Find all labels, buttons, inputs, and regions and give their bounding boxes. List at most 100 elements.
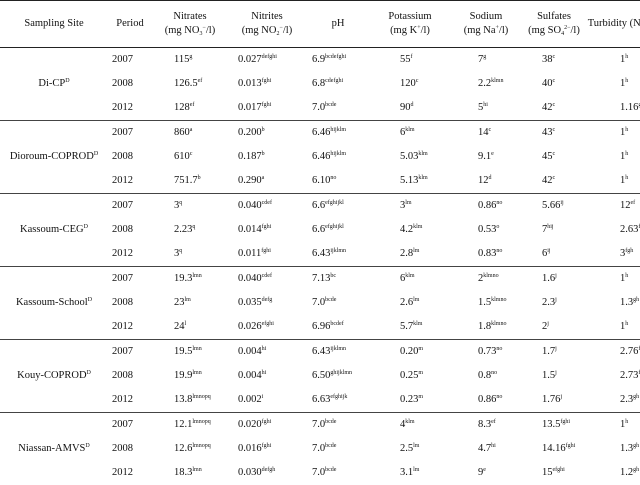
nitrites-cell: 0.002i <box>228 388 306 413</box>
sulfates-cell: 7hij <box>522 218 586 242</box>
turbidity-cell: 1h <box>586 145 640 169</box>
potassium-cell: 0.20m <box>370 340 450 365</box>
sodium-cell: 1.8klmno <box>450 315 522 340</box>
nitrites-cell: 0.013fghi <box>228 72 306 96</box>
nitrites-cell: 0.004hi <box>228 364 306 388</box>
sampling-site-cell: Dioroum-COPRODD <box>0 121 108 194</box>
turbidity-cell: 1.16gh <box>586 96 640 121</box>
sodium-cell: 4.7hi <box>450 437 522 461</box>
turbidity-cell: 1h <box>586 72 640 96</box>
turbidity-cell: 2.3gh <box>586 388 640 413</box>
nitrates-cell: 18.3lmn <box>152 461 228 485</box>
sodium-cell: 14c <box>450 121 522 146</box>
ph-cell: 6.10no <box>306 169 370 194</box>
period-cell: 2008 <box>108 437 152 461</box>
turbidity-cell: 1.3gh <box>586 291 640 315</box>
sodium-cell: 0.86no <box>450 194 522 219</box>
nitrates-cell: 12.1lmnopq <box>152 413 228 438</box>
nitrites-cell: 0.040cdef <box>228 267 306 292</box>
ph-cell: 7.0bcde <box>306 413 370 438</box>
nitrites-cell: 0.040cdef <box>228 194 306 219</box>
turbidity-cell: 1.2gh <box>586 461 640 485</box>
sodium-cell: 0.8no <box>450 364 522 388</box>
ph-cell: 7.0bcde <box>306 461 370 485</box>
turbidity-cell: 1h <box>586 267 640 292</box>
ph-cell: 6.46hijklm <box>306 121 370 146</box>
turbidity-cell: 1h <box>586 315 640 340</box>
potassium-cell: 2.5lm <box>370 437 450 461</box>
sampling-site-cell: Di-CPD <box>0 48 108 121</box>
sodium-cell: 9e <box>450 461 522 485</box>
potassium-cell: 3lm <box>370 194 450 219</box>
sodium-cell: 0.53o <box>450 218 522 242</box>
potassium-cell: 6klm <box>370 267 450 292</box>
period-cell: 2012 <box>108 169 152 194</box>
potassium-cell: 2.8lm <box>370 242 450 267</box>
nitrates-cell: 751.7b <box>152 169 228 194</box>
sodium-cell: 1.5klmno <box>450 291 522 315</box>
turbidity-cell: 2.73fgh <box>586 364 640 388</box>
sulfates-cell: 2.3j <box>522 291 586 315</box>
ph-cell: 6.43ijklmn <box>306 340 370 365</box>
nitrates-cell: 12.6lmnopq <box>152 437 228 461</box>
period-cell: 2012 <box>108 96 152 121</box>
turbidity-cell: 12ef <box>586 194 640 219</box>
sulfates-cell: 43c <box>522 121 586 146</box>
sulfates-cell: 1.7j <box>522 340 586 365</box>
nitrites-cell: 0.014fghi <box>228 218 306 242</box>
period-cell: 2007 <box>108 413 152 438</box>
header-sodium: Sodium (mg Na+/l) <box>450 1 522 48</box>
potassium-cell: 120c <box>370 72 450 96</box>
nitrates-cell: 3q <box>152 242 228 267</box>
sulfates-cell: 38c <box>522 48 586 73</box>
sulfates-cell: 2j <box>522 315 586 340</box>
ph-cell: 6.50ghijklmn <box>306 364 370 388</box>
sampling-site-cell: Kassoum-SchoolD <box>0 267 108 340</box>
ph-cell: 7.0bcde <box>306 291 370 315</box>
potassium-cell: 5.03klm <box>370 145 450 169</box>
sulfates-cell: 15efghi <box>522 461 586 485</box>
sulfates-cell: 1.6j <box>522 267 586 292</box>
nitrates-cell: 19.9lmn <box>152 364 228 388</box>
nitrates-cell: 24l <box>152 315 228 340</box>
nitrates-cell: 610c <box>152 145 228 169</box>
potassium-cell: 4klm <box>370 413 450 438</box>
period-cell: 2012 <box>108 388 152 413</box>
period-cell: 2008 <box>108 291 152 315</box>
potassium-cell: 6klm <box>370 121 450 146</box>
header-sampling-site: Sampling Site <box>0 1 108 48</box>
turbidity-cell: 3fgh <box>586 242 640 267</box>
nitrites-cell: 0.017fghi <box>228 96 306 121</box>
ph-cell: 6.6efghijkl <box>306 194 370 219</box>
nitrites-cell: 0.030defgh <box>228 461 306 485</box>
sodium-cell: 9.1e <box>450 145 522 169</box>
header-nitrites-unit: (mg NO2−/l) <box>242 25 292 36</box>
potassium-cell: 0.23m <box>370 388 450 413</box>
period-cell: 2012 <box>108 315 152 340</box>
nitrites-cell: 0.200b <box>228 121 306 146</box>
sulfates-cell: 1.5j <box>522 364 586 388</box>
header-nitrates: Nitrates (mg NO3−/l) <box>152 1 228 48</box>
sulfates-cell: 45c <box>522 145 586 169</box>
turbidity-cell: 1h <box>586 121 640 146</box>
header-sulfates-unit: (mg SO42−/l) <box>528 25 580 36</box>
ph-cell: 7.0bcde <box>306 96 370 121</box>
sodium-cell: 7g <box>450 48 522 73</box>
sulfates-cell: 5.66ij <box>522 194 586 219</box>
header-nitrites: Nitrites (mg NO2−/l) <box>228 1 306 48</box>
period-cell: 2008 <box>108 72 152 96</box>
period-cell: 2012 <box>108 461 152 485</box>
header-potassium: Potassium (mg K+/l) <box>370 1 450 48</box>
sulfates-cell: 40c <box>522 72 586 96</box>
header-period: Period <box>108 1 152 48</box>
nitrates-cell: 115g <box>152 48 228 73</box>
ph-cell: 6.9bcdefghi <box>306 48 370 73</box>
nitrites-cell: 0.187b <box>228 145 306 169</box>
nitrates-cell: 2.23q <box>152 218 228 242</box>
nitrates-cell: 19.5lmn <box>152 340 228 365</box>
header-sodium-title: Sodium <box>470 11 503 22</box>
